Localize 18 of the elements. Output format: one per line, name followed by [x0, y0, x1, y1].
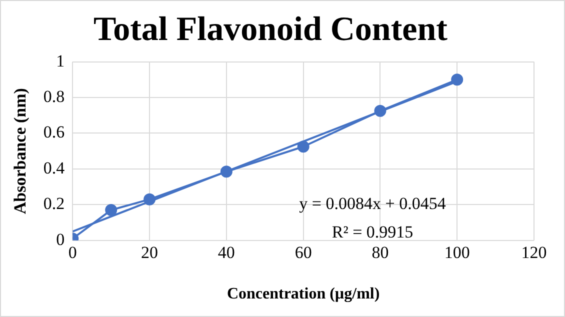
y-tick-label: 1	[56, 51, 65, 70]
y-tick-label: 0.8	[43, 86, 65, 106]
x-tick-label: 80	[372, 243, 389, 262]
y-axis-title: Absorbance (nm)	[10, 88, 30, 214]
y-tick-label: 0.6	[43, 122, 65, 142]
x-tick-label: 20	[141, 243, 158, 262]
annotation: R² = 0.9915	[332, 222, 414, 242]
x-tick-label: 60	[294, 243, 312, 262]
y-tick-label: 0.4	[43, 158, 66, 178]
x-tick-label: 0	[68, 243, 77, 262]
y-tick-label: 0	[56, 230, 65, 249]
x-axis-title: Concentration (µg/ml)	[226, 286, 380, 303]
annotation: y = 0.0084x + 0.0454	[299, 194, 446, 214]
chart-title: Total Flavonoid Content	[94, 11, 448, 48]
x-tick-label: 120	[521, 243, 547, 262]
y-tick-label: 0.2	[43, 194, 65, 214]
x-tick-label: 40	[218, 243, 235, 262]
x-tick-label: 100	[444, 243, 470, 262]
